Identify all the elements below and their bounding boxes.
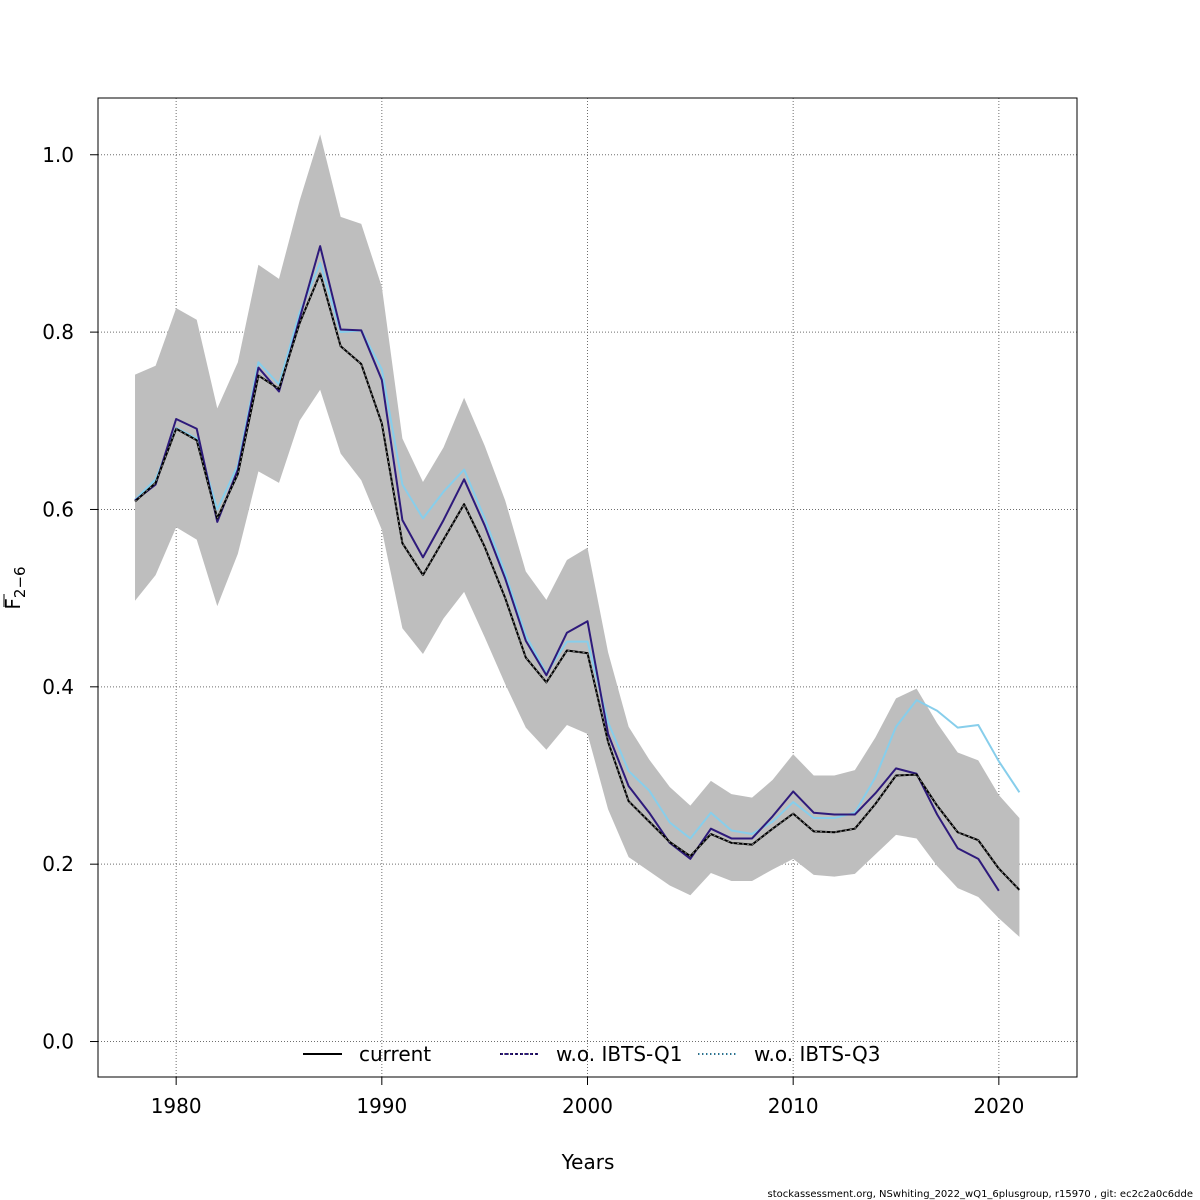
y-axis-title-sub: 2−6 [11,566,29,598]
series-line-current-overlay [134,272,1020,891]
y-tick-label-0.8: 0.8 [42,320,74,344]
x-tick-label-2010: 2010 [768,1094,819,1118]
y-axis-title: F2−6 [1,566,29,609]
x-tick-label-2020: 2020 [973,1094,1024,1118]
y-axis-title-main: F [1,598,25,610]
series-line-w-o-ibts-q1 [134,245,1000,892]
y-tick-label-0.6: 0.6 [42,497,74,521]
x-axis-title: Years [561,1150,615,1174]
svg-text:F2−6: F2−6 [1,566,29,609]
x-tick-label-1990: 1990 [356,1094,407,1118]
y-tick-label-0.2: 0.2 [42,852,74,876]
confidence-band [135,134,1020,937]
footer-credit: stockassessment.org, NSwhiting_2022_wQ1_… [767,1189,1193,1200]
x-tick-label-2000: 2000 [562,1094,613,1118]
legend: current w.o. IBTS-Q1 w.o. IBTS-Q3 [303,1042,880,1066]
legend-label-w-o-ibts-q1: w.o. IBTS-Q1 [556,1042,682,1066]
series-layer [134,245,1021,892]
x-tick-label-1980: 1980 [151,1094,202,1118]
x-axis: 1980 1990 2000 2010 2020 [151,1077,1024,1118]
y-tick-label-1.0: 1.0 [42,143,74,167]
legend-label-current: current [359,1042,431,1066]
legend-label-w-o-ibts-q3: w.o. IBTS-Q3 [754,1042,880,1066]
y-tick-label-0.0: 0.0 [42,1030,74,1054]
y-axis: 0.0 0.2 0.4 0.6 0.8 1.0 [42,143,98,1054]
series-line-w-o-ibts-q3 [134,261,1021,840]
y-tick-label-0.4: 0.4 [42,675,74,699]
confidence-band-layer [135,134,1020,937]
